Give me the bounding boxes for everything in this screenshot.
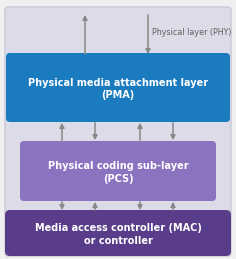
FancyBboxPatch shape (5, 210, 231, 256)
FancyBboxPatch shape (5, 7, 231, 256)
Text: (PMA): (PMA) (101, 90, 135, 100)
Text: Physical layer (PHY): Physical layer (PHY) (152, 28, 232, 37)
FancyBboxPatch shape (20, 141, 216, 201)
Text: Media access controller (MAC): Media access controller (MAC) (34, 223, 202, 233)
Text: (PCS): (PCS) (103, 174, 133, 184)
Text: Physical coding sub-layer: Physical coding sub-layer (48, 161, 188, 171)
Text: or controller: or controller (84, 236, 152, 246)
Text: Physical media attachment layer: Physical media attachment layer (28, 77, 208, 88)
FancyBboxPatch shape (6, 53, 230, 122)
